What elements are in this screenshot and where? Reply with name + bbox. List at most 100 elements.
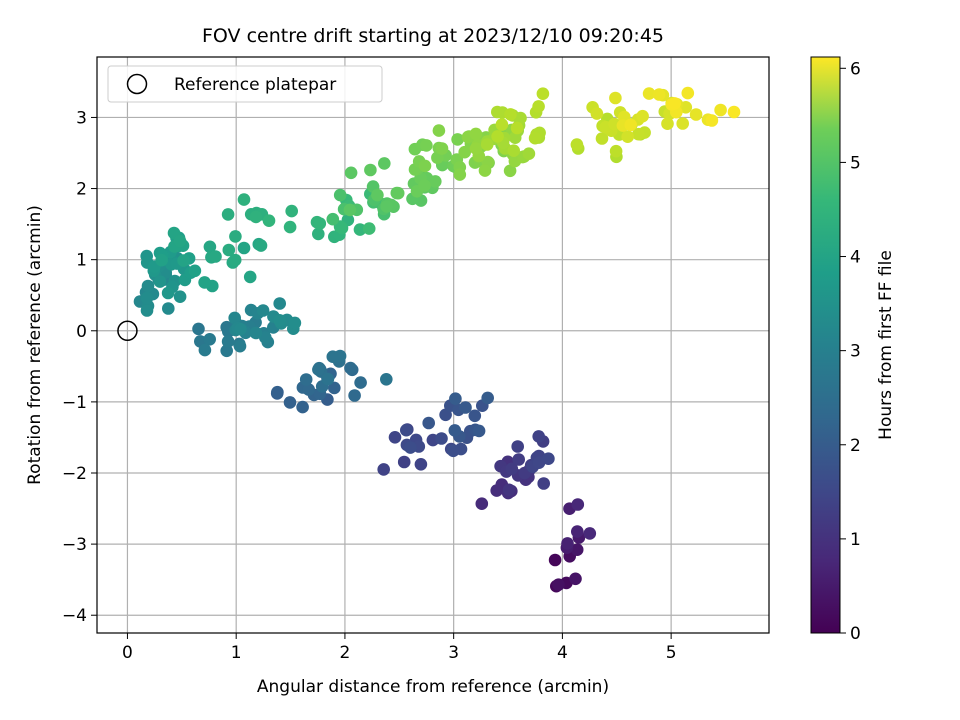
data-point [344,166,358,180]
data-point [511,440,524,453]
data-point [727,105,741,119]
data-point [155,253,168,267]
data-point [312,227,325,241]
data-point [491,105,504,119]
data-point [203,333,216,346]
colorbar-gradient [810,56,841,634]
data-point [532,100,545,113]
legend-entry-reference: Reference platepar [174,75,336,95]
data-point [570,138,584,151]
data-point [140,304,154,317]
data-point [273,314,286,327]
data-point [536,87,550,100]
data-point [590,107,604,120]
data-point [229,230,242,243]
data-point [472,424,486,438]
data-point [362,222,376,235]
data-point [548,553,562,567]
data-point [371,188,384,202]
legend-reference-marker [126,73,148,95]
data-point [249,210,263,224]
colorbar-tick-label: 4 [850,248,861,268]
data-point [221,208,235,221]
data-point [422,416,436,430]
data-point [705,114,719,127]
data-point [140,291,154,305]
data-point [478,164,492,177]
data-point [243,270,257,284]
data-point [233,339,247,353]
data-point [469,142,483,155]
data-point [468,409,482,423]
data-point [532,456,546,470]
data-point [234,322,247,336]
data-point [453,168,467,181]
data-point [420,139,433,152]
data-point [209,250,222,263]
data-point [714,103,727,117]
data-point [177,254,190,267]
data-point [432,124,446,137]
x-axis-label: Angular distance from reference (arcmin) [257,677,609,697]
data-point [652,88,666,101]
data-point [222,243,236,257]
data-point [254,239,268,252]
data-point [378,157,391,170]
data-point [636,109,649,123]
y-tick-label: −4 [62,606,87,626]
data-point [283,396,297,409]
x-axis-ticks: 0 1 2 3 4 5 [122,633,677,663]
data-point [505,462,519,476]
data-point [326,212,340,226]
colorbar-ticks: 0 1 2 3 4 5 6 [840,59,861,644]
data-point [344,361,357,375]
data-point [689,108,703,121]
data-point [312,363,325,376]
data-point [273,297,287,310]
data-point [595,132,609,145]
colorbar-tick-label: 0 [850,624,861,644]
colorbar-label: Hours from first FF file [876,250,896,440]
data-point [642,87,656,100]
data-point [490,484,504,497]
data-point [481,391,495,405]
data-point [404,441,417,454]
data-point [418,159,432,173]
data-point [380,373,393,386]
data-point [221,335,235,348]
data-point [583,527,597,540]
x-tick-label: 2 [340,643,351,663]
data-point [624,118,637,132]
data-point [507,144,520,157]
data-point [571,525,584,538]
data-point [198,343,212,357]
data-point [377,463,391,476]
reference-marker [117,320,138,342]
legend-box [107,65,383,103]
data-point [328,381,341,395]
data-point [512,453,525,466]
chart-title: FOV centre drift starting at 2023/12/10 … [202,25,664,47]
data-point [228,311,241,325]
data-point [435,142,449,155]
data-point [495,118,509,131]
data-point [354,376,367,389]
data-point [571,498,585,511]
data-point [333,188,347,202]
data-point [514,111,527,125]
data-point [429,175,442,188]
data-point [632,127,645,141]
data-point [283,220,297,234]
data-point [510,121,524,135]
colorbar: 0 1 2 3 4 5 6 Hours from first FF file [810,56,896,644]
data-point [448,424,462,437]
data-points [133,86,741,593]
data-point [262,214,276,227]
data-point [621,130,634,143]
data-point [609,144,623,158]
y-tick-label: 1 [76,251,87,271]
data-point [570,543,584,556]
colorbar-tick-label: 1 [850,530,861,550]
data-point [537,477,550,490]
